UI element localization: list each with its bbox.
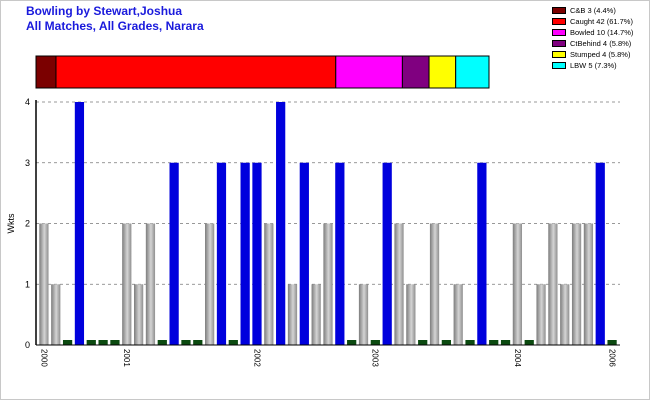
legend-label: C&B 3 (4.4%) [570, 6, 616, 15]
legend-item: Caught 42 (61.7%) [552, 16, 633, 27]
bar-wickets [560, 284, 570, 345]
x-year-label: 2000 [39, 349, 48, 367]
y-tick-label: 4 [25, 97, 30, 107]
bar-wickets [311, 284, 321, 345]
legend-item: C&B 3 (4.4%) [552, 5, 633, 16]
legend-swatch [552, 40, 566, 47]
bar-high-wickets [169, 162, 179, 345]
legend-label: LBW 5 (7.3%) [570, 61, 617, 70]
legend-item: LBW 5 (7.3%) [552, 60, 633, 71]
x-year-label: 2002 [252, 349, 261, 367]
bar-wickets [133, 284, 144, 345]
bar-wickets [39, 223, 49, 345]
bar-zero-wickets [489, 340, 499, 345]
bar-zero-wickets [98, 340, 108, 345]
bar-high-wickets [276, 102, 286, 345]
legend-swatch [552, 62, 566, 69]
bar-zero-wickets [418, 340, 428, 345]
legend-label: Stumped 4 (5.8%) [570, 50, 631, 59]
legend-swatch [552, 51, 566, 58]
bar-zero-wickets [524, 340, 534, 345]
dismissal-segment [428, 55, 457, 89]
dismissal-segment [335, 55, 403, 89]
bar-wickets [287, 284, 298, 345]
y-tick-label: 1 [25, 279, 30, 289]
y-axis-title: Wkts [6, 213, 16, 233]
x-year-label: 2006 [607, 349, 616, 367]
legend-swatch [552, 29, 566, 36]
bar-zero-wickets [62, 340, 73, 345]
legend-label: Caught 42 (61.7%) [570, 17, 633, 26]
bar-zero-wickets [370, 340, 380, 345]
bar-wickets [406, 284, 416, 345]
bar-high-wickets [216, 162, 227, 345]
bar-high-wickets [477, 162, 487, 345]
bar-zero-wickets [441, 340, 451, 345]
bar-zero-wickets [465, 340, 475, 345]
legend-label: CtBehind 4 (5.8%) [570, 39, 632, 48]
bar-wickets [536, 284, 546, 345]
legend-item: Bowled 10 (14.7%) [552, 27, 633, 38]
legend-item: Stumped 4 (5.8%) [552, 49, 633, 60]
legend-item: CtBehind 4 (5.8%) [552, 38, 633, 49]
bar-high-wickets [382, 162, 392, 345]
x-year-label: 2001 [122, 349, 131, 367]
x-year-label: 2004 [513, 349, 522, 367]
y-tick-label: 2 [25, 219, 30, 229]
chart-subtitle: All Matches, All Grades, Narara [26, 19, 204, 33]
bar-wickets [145, 223, 156, 345]
bar-wickets [453, 284, 463, 345]
y-tick-label: 0 [25, 340, 30, 350]
chart-title: Bowling by Stewart,Joshua [26, 4, 183, 18]
bar-zero-wickets [157, 340, 167, 345]
legend-swatch [552, 18, 566, 25]
bar-zero-wickets [181, 340, 191, 345]
dismissal-segment [55, 55, 337, 89]
bar-wickets [548, 223, 558, 345]
legend-label: Bowled 10 (14.7%) [570, 28, 634, 37]
bar-zero-wickets [110, 340, 120, 345]
dismissal-segment [401, 55, 430, 89]
bar-wickets [571, 223, 582, 345]
bar-wickets [122, 223, 132, 345]
bar-wickets [323, 223, 333, 345]
bar-zero-wickets [607, 340, 617, 345]
bar-zero-wickets [86, 340, 96, 345]
bar-high-wickets [299, 162, 309, 345]
bar-wickets [264, 223, 274, 345]
bar-high-wickets [335, 162, 345, 345]
bar-high-wickets [74, 102, 85, 345]
bar-zero-wickets [228, 340, 238, 345]
bar-wickets [394, 223, 404, 345]
x-year-label: 2003 [371, 349, 380, 367]
bar-wickets [205, 223, 215, 345]
bar-high-wickets [595, 162, 605, 345]
legend-swatch [552, 7, 566, 14]
bar-wickets [583, 223, 594, 345]
bar-high-wickets [252, 162, 262, 345]
bar-zero-wickets [347, 340, 357, 345]
bar-wickets [51, 284, 61, 345]
dismissal-segment [35, 55, 57, 89]
legend: C&B 3 (4.4%) Caught 42 (61.7%) Bowled 10 (… [552, 5, 633, 71]
bar-wickets [512, 223, 523, 345]
dismissal-segment [455, 55, 490, 89]
bar-wickets [358, 284, 369, 345]
bar-wickets [429, 223, 440, 345]
bar-high-wickets [240, 162, 250, 345]
y-tick-label: 3 [25, 158, 30, 168]
bar-zero-wickets [193, 340, 203, 345]
bar-zero-wickets [500, 340, 511, 345]
